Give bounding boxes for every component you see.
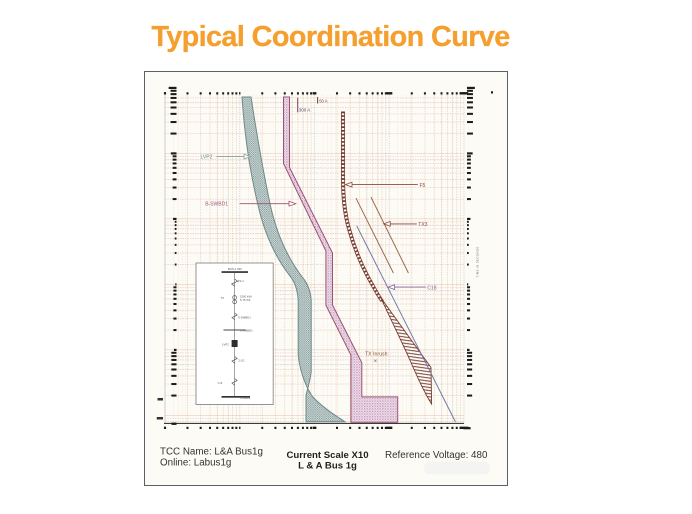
svg-text:C-8: C-8 — [218, 381, 223, 385]
svg-text:LOADS: LOADS — [241, 396, 251, 400]
svg-text:LVP2: LVP2 — [222, 342, 229, 346]
svg-text:BUS-1 MN: BUS-1 MN — [228, 267, 242, 271]
svg-text:2-1G: 2-1G — [238, 358, 244, 362]
svg-text:50 A: 50 A — [319, 99, 328, 104]
svg-text:FS-1: FS-1 — [238, 279, 245, 283]
svg-text:L & A Bus 1g: L & A Bus 1g — [298, 460, 357, 471]
svg-text:TX Inrush: TX Inrush — [365, 351, 388, 357]
svg-text:5.75 %Z: 5.75 %Z — [240, 298, 251, 302]
svg-text:TCC Name: L&A Bus1g: TCC Name: L&A Bus1g — [160, 446, 263, 457]
svg-text:300 A: 300 A — [299, 107, 311, 112]
svg-text:LVP2: LVP2 — [201, 154, 213, 160]
svg-text:Reference Voltage: 480: Reference Voltage: 480 — [385, 450, 488, 461]
svg-text:×: × — [374, 358, 378, 365]
svg-text:S-SWBD1: S-SWBD1 — [238, 315, 251, 319]
svg-text:1500 kVA: 1500 kVA — [240, 295, 252, 299]
svg-text:C18: C18 — [427, 285, 436, 291]
svg-text:B-SWBD1: B-SWBD1 — [205, 202, 228, 208]
svg-text:TX: TX — [221, 296, 225, 300]
svg-text:Current Scale X10: Current Scale X10 — [286, 450, 368, 461]
svg-text:TIME IN SECONDS: TIME IN SECONDS — [476, 247, 480, 278]
svg-text:F5: F5 — [420, 183, 426, 189]
svg-text:Online: Labus1g: Online: Labus1g — [160, 458, 231, 469]
svg-text:L-SWBD1: L-SWBD1 — [240, 329, 253, 333]
svg-text:TX3: TX3 — [418, 222, 427, 228]
